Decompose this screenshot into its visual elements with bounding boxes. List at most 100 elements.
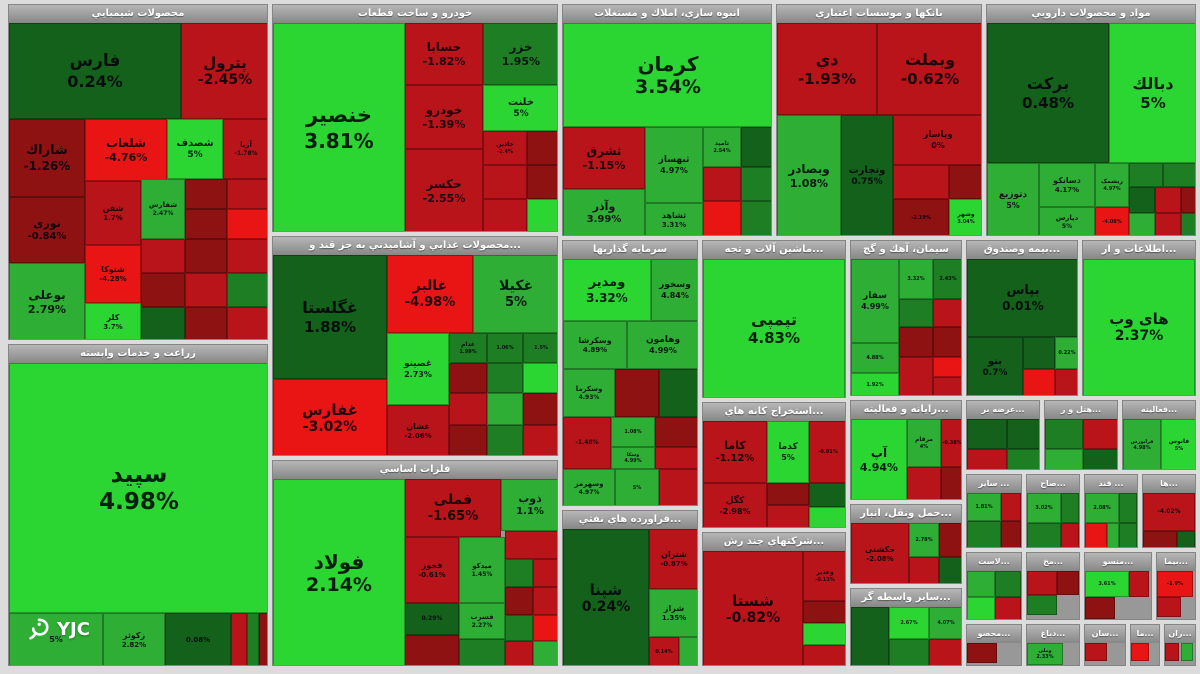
tile-کرمان[interactable]: کرمان 3.54% — [563, 23, 771, 127]
tile[interactable] — [967, 521, 1001, 547]
tile[interactable] — [851, 607, 889, 665]
tile-شراز[interactable]: شراز 1.35% — [649, 589, 697, 637]
tile[interactable] — [933, 357, 961, 377]
tile[interactable] — [933, 299, 961, 327]
tile[interactable] — [809, 483, 845, 507]
tile[interactable] — [767, 505, 809, 527]
tile-پترول[interactable]: پترول -2.45% — [181, 23, 267, 119]
tile-وسهرمز[interactable]: وسهرمز 4.97% — [563, 469, 615, 505]
tile[interactable] — [1027, 595, 1057, 615]
tile[interactable] — [247, 613, 259, 665]
tile[interactable]: 2.78% — [909, 523, 939, 557]
tile[interactable] — [1001, 521, 1021, 547]
tile-های وب[interactable]: های وب 2.37% — [1083, 259, 1195, 395]
tile[interactable] — [967, 571, 995, 597]
tile[interactable] — [505, 531, 557, 559]
tile-دتوزیع[interactable]: دتوزیع 5% — [987, 163, 1039, 235]
tile[interactable] — [185, 239, 227, 273]
tile-کدما[interactable]: کدما 5% — [767, 421, 809, 483]
tile[interactable] — [185, 209, 227, 239]
tile[interactable]: 3.02% — [1027, 493, 1061, 523]
tile[interactable] — [1143, 531, 1177, 547]
tile[interactable] — [1061, 523, 1079, 547]
tile[interactable] — [405, 635, 459, 665]
tile-فانوس[interactable]: فانوس 5% — [1161, 419, 1195, 469]
tile-دي[interactable]: دي -1.93% — [777, 23, 877, 115]
tile-ثبهساز[interactable]: ثبهساز 4.97% — [645, 127, 703, 203]
tile[interactable] — [1181, 187, 1195, 213]
tile-خزر[interactable]: خزر 1.95% — [483, 23, 557, 85]
tile[interactable] — [941, 467, 961, 499]
tile[interactable] — [227, 307, 267, 339]
tile[interactable] — [487, 425, 523, 455]
tile-فرابورس[interactable]: فرابورس 4.98% — [1123, 419, 1161, 469]
tile-دبالك[interactable]: دبالك 5% — [1109, 23, 1195, 163]
tile-غفارس[interactable]: غفارس -3.02% — [273, 379, 387, 455]
tile[interactable] — [1061, 493, 1079, 523]
tile-وبملت[interactable]: وبملت -0.62% — [877, 23, 981, 115]
tile[interactable] — [523, 363, 557, 393]
tile-فولاد[interactable]: فولاد 2.14% — [273, 479, 405, 665]
tile[interactable] — [1023, 369, 1055, 395]
tile-وسکرما[interactable]: وسکرما 4.93% — [563, 369, 615, 417]
tile-مرقام[interactable]: مرقام 4% — [907, 419, 941, 467]
tile[interactable] — [227, 239, 267, 273]
tile[interactable]: 1.92% — [851, 373, 899, 395]
tile[interactable] — [533, 559, 557, 587]
tile[interactable] — [967, 419, 1007, 449]
tile-غشان[interactable]: غشان -2.06% — [387, 405, 449, 455]
tile[interactable] — [803, 623, 845, 645]
tile[interactable] — [1181, 213, 1195, 235]
tile[interactable] — [259, 613, 267, 665]
tile[interactable]: 0.29% — [405, 603, 459, 635]
tile[interactable] — [1083, 419, 1117, 449]
tile[interactable] — [1057, 571, 1079, 595]
tile-وآذر[interactable]: وآذر 3.99% — [563, 189, 645, 235]
tile-غكيلا[interactable]: غكيلا 5% — [473, 255, 557, 333]
tile-بوعلی[interactable]: بوعلی 2.79% — [9, 263, 85, 339]
tile[interactable]: 3.32% — [899, 259, 933, 299]
tile[interactable] — [1007, 449, 1039, 469]
tile[interactable]: -4.08% — [1095, 207, 1129, 235]
tile-وپاسار[interactable]: وپاسار 0% — [893, 115, 981, 165]
tile[interactable] — [1129, 187, 1155, 213]
tile[interactable]: 3.61% — [1085, 571, 1129, 597]
tile-وهامون[interactable]: وهامون 4.99% — [627, 321, 697, 369]
tile-شفن[interactable]: شفن 1.7% — [85, 181, 141, 245]
tile-بنو[interactable]: بنو 0.7% — [967, 337, 1023, 395]
tile[interactable] — [803, 645, 845, 665]
tile[interactable] — [703, 201, 741, 235]
tile[interactable] — [533, 587, 557, 615]
tile[interactable] — [909, 557, 939, 583]
tile[interactable]: 2.67% — [889, 607, 929, 639]
tile-وغدیر[interactable]: وغدیر -0.13% — [803, 551, 845, 601]
tile-غالبر[interactable]: غالبر -4.98% — [387, 255, 473, 333]
tile-خاذین[interactable]: خاذین -2.4% — [483, 131, 527, 165]
tile-سپید[interactable]: سپید 4.98% — [9, 363, 267, 613]
tile[interactable] — [803, 601, 845, 623]
tile[interactable] — [505, 615, 533, 641]
tile[interactable]: 0.14% — [649, 637, 679, 665]
tile[interactable] — [703, 167, 741, 201]
tile[interactable] — [1083, 449, 1117, 469]
tile[interactable] — [615, 369, 659, 417]
tile[interactable]: 0.08% — [165, 613, 231, 665]
tile-ثشاهد[interactable]: ثشاهد 3.31% — [645, 203, 703, 235]
tile[interactable] — [505, 587, 533, 615]
tile[interactable] — [1129, 213, 1155, 235]
tile-شصدف[interactable]: شصدف 5% — [167, 119, 223, 179]
tile[interactable]: 4.88% — [851, 343, 899, 373]
tile[interactable] — [1177, 531, 1195, 547]
tile[interactable] — [907, 467, 941, 499]
tile[interactable] — [1055, 369, 1077, 395]
tile-غصينو[interactable]: غصينو 2.73% — [387, 333, 449, 405]
tile[interactable] — [1045, 419, 1083, 449]
tile[interactable]: 1.5% — [523, 333, 557, 363]
tile[interactable] — [523, 393, 557, 425]
tile[interactable] — [141, 273, 185, 307]
tile[interactable] — [899, 299, 933, 327]
tile[interactable] — [141, 239, 185, 273]
tile[interactable] — [483, 199, 527, 231]
tile[interactable] — [679, 637, 697, 665]
tile-حسابا[interactable]: حسابا -1.82% — [405, 23, 483, 85]
